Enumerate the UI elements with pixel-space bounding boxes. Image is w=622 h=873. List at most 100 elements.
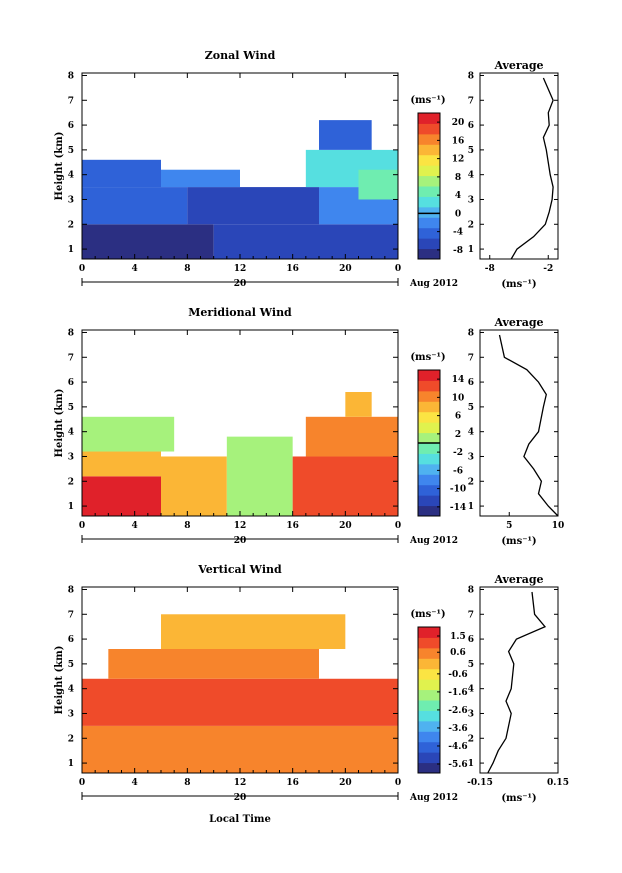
x-tick-label: 12 — [234, 521, 247, 531]
time-axis-label: Local Time — [209, 814, 271, 825]
colorbar-tick-label: -0.6 — [448, 670, 467, 680]
average-x-tick-label: 5 — [506, 521, 512, 531]
colorbar-tick-label: -6 — [453, 466, 463, 476]
y-tick-label: 2 — [68, 734, 74, 744]
average-x-tick-label: 10 — [552, 521, 565, 531]
average-title: Average — [493, 59, 543, 72]
y-tick-label: 6 — [68, 121, 74, 131]
colorbar-segment — [418, 154, 440, 166]
panel-title: Vertical Wind — [197, 563, 282, 576]
average-title: Average — [493, 573, 543, 586]
heatmap-cell — [108, 649, 319, 679]
heatmap-cell — [161, 456, 227, 516]
x-tick-label: 8 — [184, 264, 190, 274]
average-y-tick-label: 2 — [468, 220, 474, 230]
heatmap-cell — [82, 187, 188, 225]
colorbar-segment — [418, 422, 440, 434]
colorbar-segment — [418, 495, 440, 507]
average-y-tick-label: 8 — [468, 585, 474, 595]
colorbar-segment — [418, 637, 440, 649]
colorbar-tick-label: 12 — [452, 155, 465, 165]
average-frame — [479, 329, 559, 517]
heatmap-cell — [82, 725, 398, 773]
colorbar-segment — [418, 679, 440, 691]
colorbar-tick-label: 0 — [455, 209, 461, 219]
x-tick-label: 0 — [79, 521, 85, 531]
average-y-tick-label: 3 — [468, 452, 474, 462]
date-label: 20 — [234, 279, 247, 289]
average-y-tick-label: 7 — [468, 610, 474, 620]
y-tick-label: 1 — [68, 245, 74, 255]
y-tick-label: 8 — [68, 328, 74, 338]
y-axis-label: Height (km) — [54, 646, 65, 715]
average-y-tick-label: 2 — [468, 477, 474, 487]
x-tick-label: 8 — [184, 521, 190, 531]
colorbar-segment — [418, 474, 440, 486]
colorbar-segment — [418, 370, 440, 381]
y-tick-label: 6 — [68, 635, 74, 645]
average-y-tick-label: 4 — [468, 428, 474, 438]
colorbar-tick-label: -3.6 — [448, 724, 467, 734]
x-tick-label: 0 — [79, 264, 85, 274]
colorbar-tick-label: 4 — [455, 191, 461, 201]
y-tick-label: 4 — [68, 171, 74, 181]
average-x-tick-label: 0.15 — [547, 778, 569, 788]
heatmap-cell — [292, 456, 398, 516]
colorbar-segment — [418, 248, 440, 260]
average-y-tick-label: 1 — [468, 759, 474, 769]
y-tick-label: 2 — [68, 220, 74, 230]
colorbar-segment — [418, 668, 440, 680]
x-tick-label: 4 — [132, 264, 138, 274]
colorbar-tick-label: -10 — [450, 485, 466, 495]
heatmap-cell — [82, 476, 161, 516]
average-y-tick-label: 5 — [468, 146, 474, 156]
colorbar-segment — [418, 453, 440, 465]
colorbar-tick-label: 1.5 — [450, 632, 466, 642]
y-tick-label: 8 — [68, 585, 74, 595]
colorbar-tick-label: -8 — [453, 246, 463, 256]
colorbar-tick-label: 20 — [452, 118, 465, 128]
colorbar-segment — [418, 217, 440, 229]
colorbar-segment — [418, 238, 440, 250]
average-profile-line — [510, 77, 554, 260]
heatmap-cell — [187, 187, 319, 225]
heatmap-cell — [161, 169, 240, 188]
x-tick-label: 0 — [395, 778, 401, 788]
y-tick-label: 7 — [68, 610, 74, 620]
x-tick-label: 20 — [339, 264, 352, 274]
colorbar-segment — [418, 700, 440, 711]
average-y-tick-label: 6 — [468, 378, 474, 388]
heatmap-cell — [345, 392, 372, 417]
average-y-tick-label: 1 — [468, 502, 474, 512]
colorbar-segment — [418, 411, 440, 423]
average-profile-line — [498, 334, 559, 517]
panel-title: Meridional Wind — [188, 306, 292, 319]
y-tick-label: 2 — [68, 477, 74, 487]
average-y-tick-label: 7 — [468, 96, 474, 106]
colorbar-segment — [418, 627, 440, 638]
y-tick-label: 7 — [68, 96, 74, 106]
average-y-tick-label: 6 — [468, 635, 474, 645]
y-tick-label: 6 — [68, 378, 74, 388]
average-x-tick-label: -8 — [485, 264, 495, 274]
average-profile-line — [487, 591, 547, 774]
colorbar-segment — [418, 505, 440, 517]
colorbar-segment — [418, 401, 440, 413]
y-tick-label: 8 — [68, 71, 74, 81]
date-label: 20 — [234, 793, 247, 803]
y-tick-label: 4 — [68, 428, 74, 438]
colorbar-unit: (ms⁻¹) — [410, 352, 445, 363]
x-tick-label: 16 — [286, 778, 299, 788]
colorbar-segment — [418, 196, 440, 208]
average-y-tick-label: 8 — [468, 71, 474, 81]
y-tick-label: 3 — [68, 709, 74, 719]
date-label: 20 — [234, 536, 247, 546]
colorbar-tick-label: -1.6 — [448, 688, 467, 698]
colorbar-segment — [418, 390, 440, 402]
colorbar-tick-label: -4 — [453, 228, 463, 238]
y-tick-label: 4 — [68, 685, 74, 695]
y-axis-label: Height (km) — [54, 132, 65, 201]
average-frame — [479, 586, 559, 774]
colorbar-segment — [418, 206, 440, 218]
colorbar-tick-label: 14 — [452, 375, 465, 385]
